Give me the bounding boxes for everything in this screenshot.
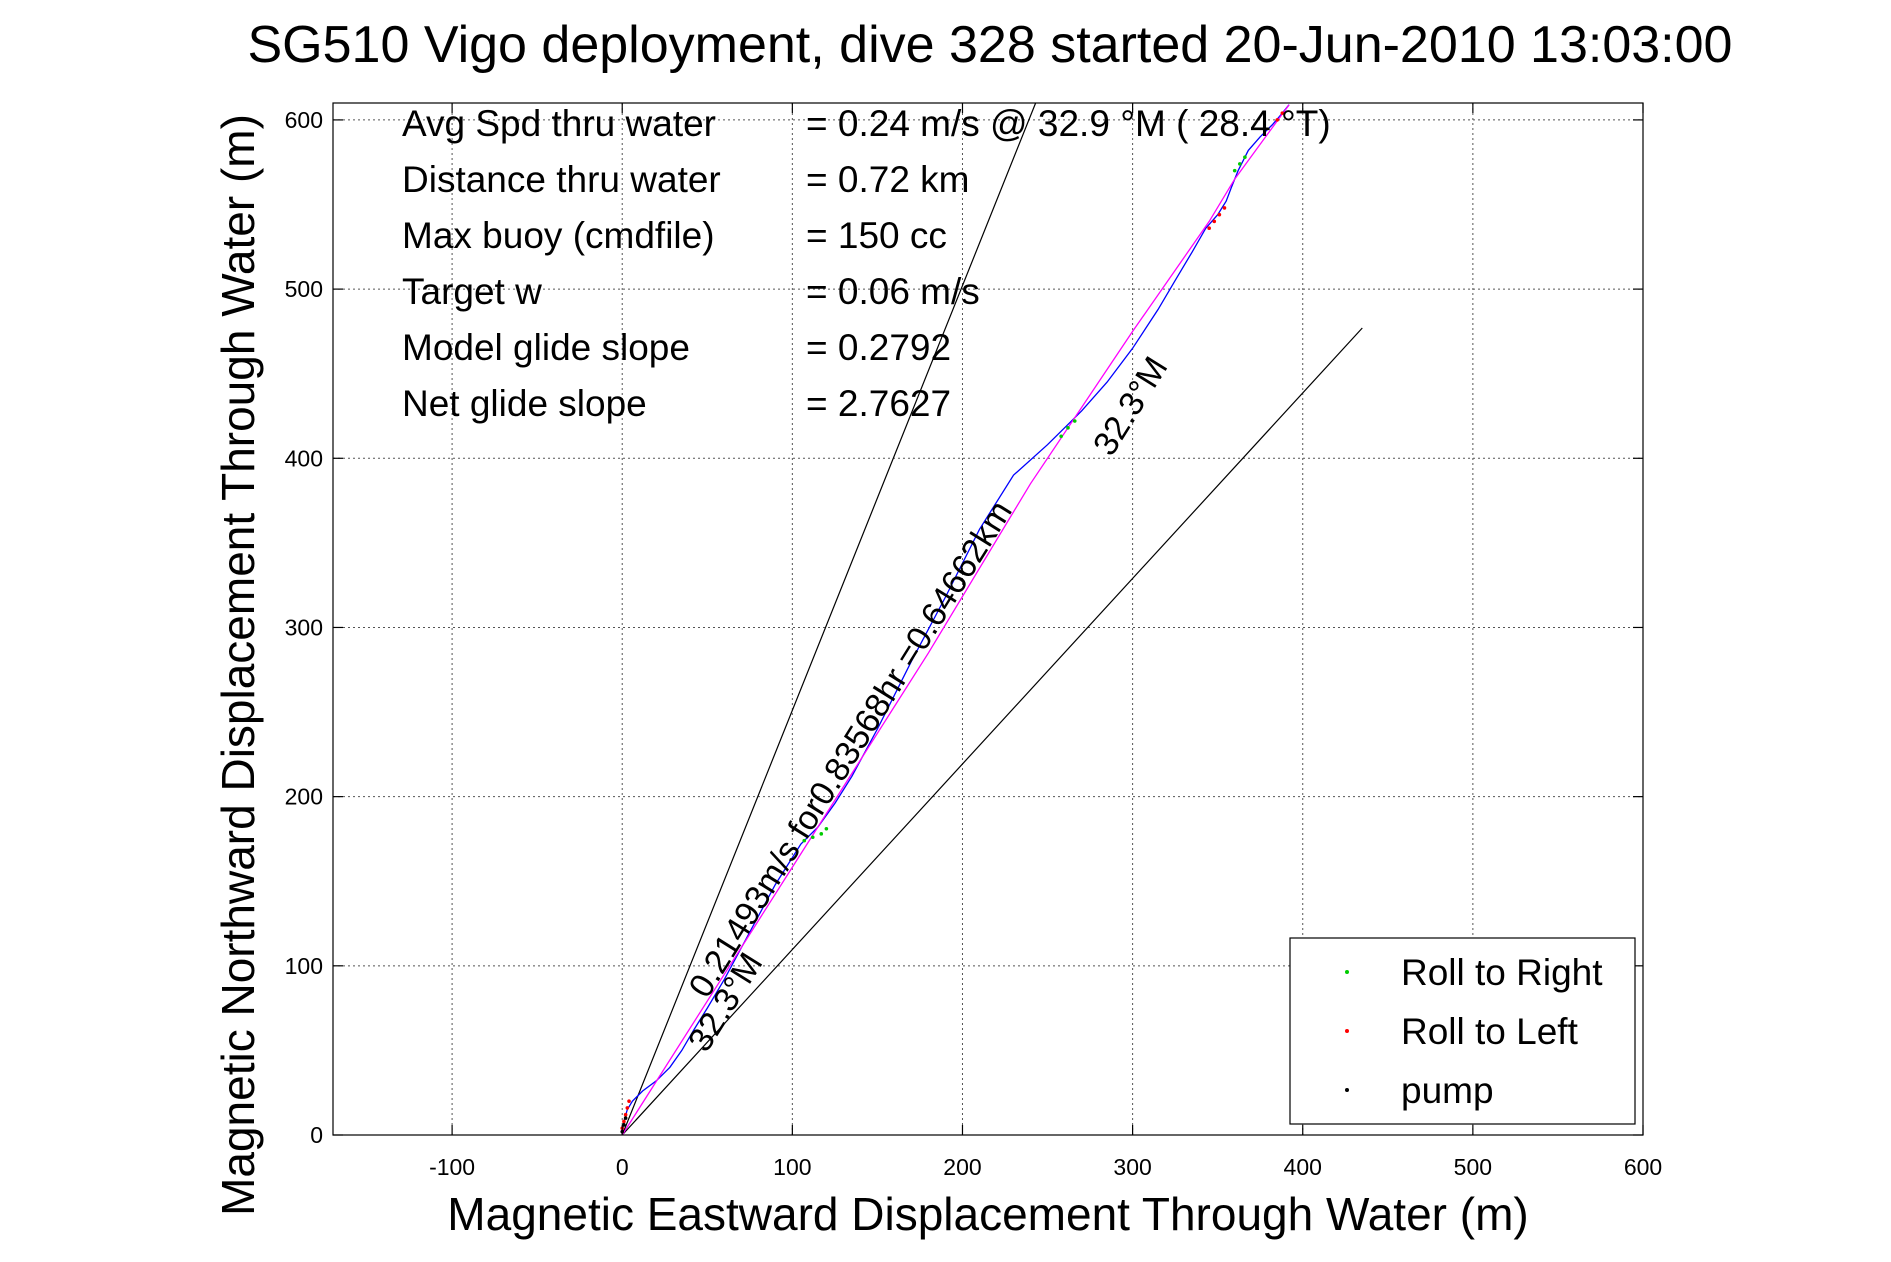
ticks: -100 0 100 200 300 400 500 600 0 100 200 300 400 500 6…	[285, 103, 1662, 1180]
y-tick-label: 500	[285, 276, 323, 302]
roll-to-left-point	[1222, 206, 1227, 210]
y-tick-label: 100	[285, 953, 323, 979]
roll-to-right-point	[819, 832, 824, 836]
stat-value: = 0.2792	[806, 327, 951, 368]
stat-value: = 150 cc	[806, 215, 947, 256]
track-line	[621, 104, 1290, 1136]
roll-to-left-point	[625, 1106, 630, 1110]
stat-label: Net glide slope	[402, 383, 647, 424]
legend-label-roll-to-left: Roll to Left	[1401, 1011, 1579, 1052]
x-tick-label: 400	[1284, 1154, 1322, 1180]
roll-to-right-point	[1237, 162, 1242, 166]
stat-value: = 0.72 km	[806, 159, 970, 200]
roll-to-right-point	[1066, 426, 1070, 430]
roll-to-right-point	[1059, 434, 1063, 439]
x-tick-label: 300	[1113, 1154, 1151, 1180]
plot-frame	[332, 102, 1644, 1136]
roll-to-left-point	[1275, 118, 1280, 122]
roll-to-right-point	[802, 838, 807, 843]
roll-to-right-point	[1243, 155, 1247, 159]
legend-label-roll-to-right: Roll to Right	[1401, 952, 1603, 993]
pump-point	[623, 1116, 628, 1120]
stat-label: Avg Spd thru water	[402, 103, 716, 144]
legend-marker-pump	[1345, 1088, 1349, 1092]
x-tick-label: 200	[943, 1154, 981, 1180]
x-tick-label: -100	[429, 1154, 475, 1180]
x-tick-label: 100	[773, 1154, 811, 1180]
x-axis-label: Magnetic Eastward Displacement Through W…	[447, 1188, 1528, 1240]
x-tick-label: 600	[1624, 1154, 1662, 1180]
roll-to-right-point	[824, 826, 829, 831]
roll-to-left-point	[622, 1119, 626, 1124]
legend-label-pump: pump	[1401, 1070, 1494, 1111]
stat-label: Max buoy (cmdfile)	[402, 215, 715, 256]
y-axis-label: Magnetic Northward Displacement Through …	[212, 114, 264, 1216]
legend-marker-roll-to-right	[1345, 970, 1349, 974]
stat-label: Target w	[402, 271, 542, 312]
roll-to-left-point	[1217, 212, 1222, 217]
legend: Roll to Right Roll to Left pump	[1289, 937, 1636, 1125]
stat-value: = 0.06 m/s	[806, 271, 980, 312]
reference-lines	[621, 102, 1363, 1136]
y-tick-label: 0	[310, 1122, 323, 1148]
roll-to-right-point	[1072, 419, 1077, 423]
roll-to-left-point	[627, 1099, 631, 1103]
stat-label: Model glide slope	[402, 327, 690, 368]
stat-value: = 2.7627	[806, 383, 951, 424]
y-tick-label: 300	[285, 614, 323, 640]
roll-to-left-point	[623, 1112, 628, 1117]
roll-to-left-point	[1212, 219, 1217, 224]
roll-to-left-point	[1280, 111, 1285, 115]
roll-to-right-point	[810, 835, 815, 840]
x-tick-label: 500	[1454, 1154, 1492, 1180]
net-line	[621, 104, 1290, 1136]
stat-label: Distance thru water	[402, 159, 721, 200]
y-tick-label: 200	[285, 784, 323, 810]
y-tick-label: 600	[285, 107, 323, 133]
roll-to-right-point	[1232, 168, 1237, 173]
series	[620, 104, 1290, 1136]
heading-reference-line	[621, 327, 1363, 1136]
heading-reference-line	[621, 102, 1037, 1136]
pump-point	[622, 1123, 626, 1127]
legend-marker-roll-to-left	[1345, 1029, 1349, 1033]
roll-to-left-point	[1207, 226, 1211, 230]
chart-title: SG510 Vigo deployment, dive 328 started …	[248, 16, 1733, 74]
stat-value: = 0.24 m/s @ 32.9 °M ( 28.4 °T)	[806, 103, 1331, 144]
x-tick-label: 0	[616, 1154, 629, 1180]
stats-block: Avg Spd thru water = 0.24 m/s @ 32.9 °M (…	[402, 103, 1331, 424]
y-tick-label: 400	[285, 445, 323, 471]
